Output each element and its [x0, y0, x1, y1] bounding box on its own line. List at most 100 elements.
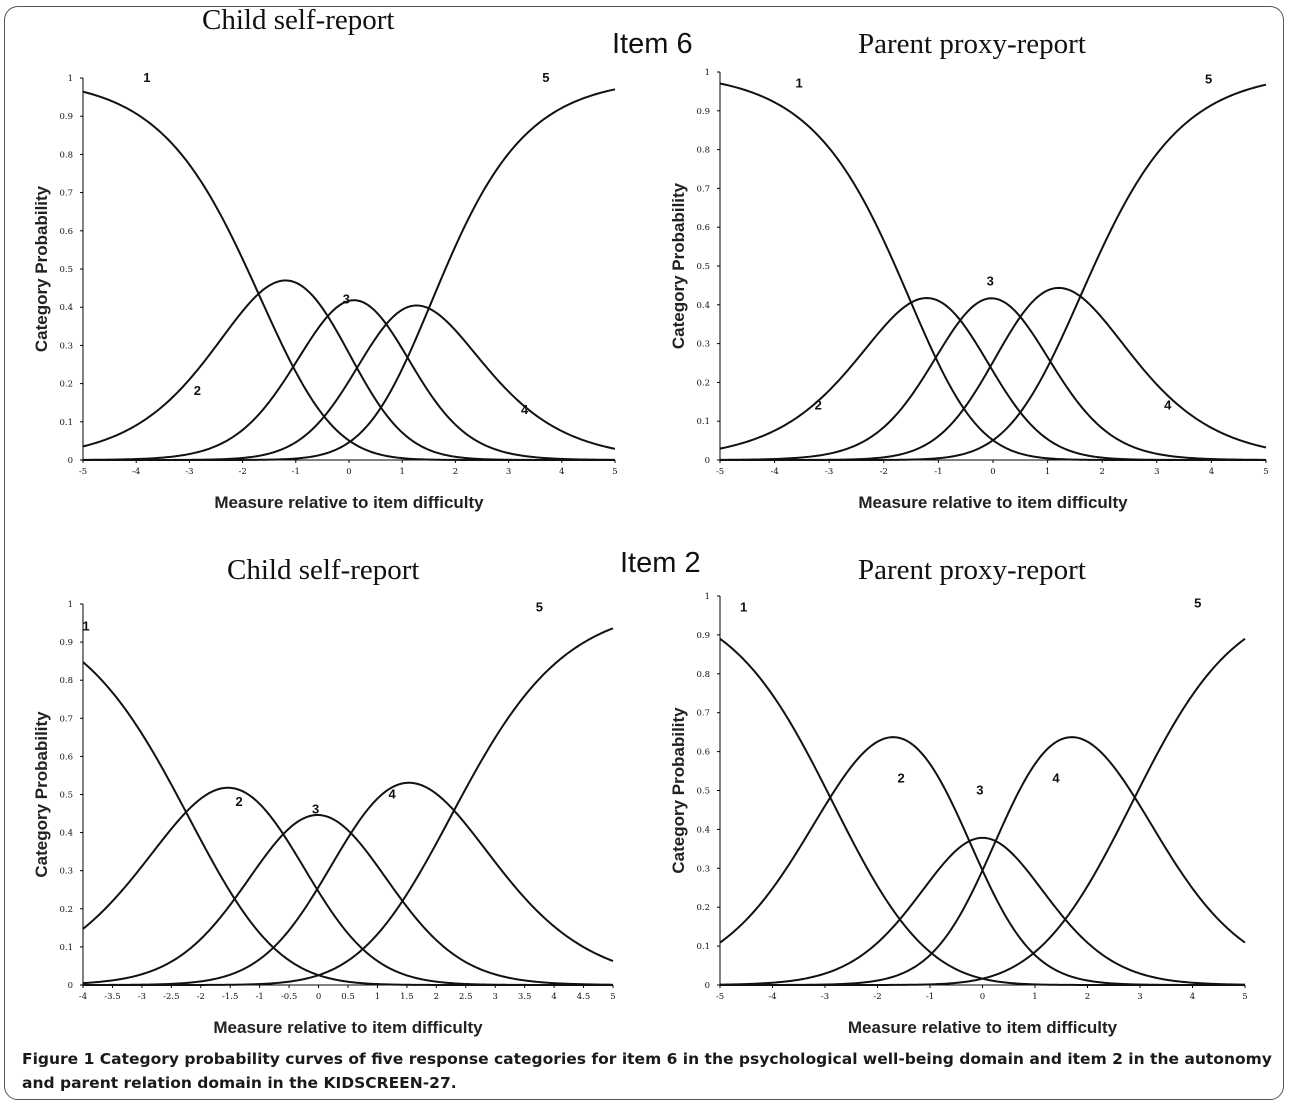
x-tick-label: 4.5 [577, 992, 591, 1002]
x-tick-label: 3 [1137, 992, 1142, 1002]
figure-caption: Figure 1 Category probability curves of … [22, 1047, 1272, 1095]
curve-label-1: 1 [796, 76, 803, 91]
curve-label-3: 3 [987, 273, 994, 288]
row-2-label: Item 2 [620, 547, 701, 579]
curve-category-1 [719, 637, 1245, 986]
x-tick-label: 1 [375, 992, 380, 1002]
curve-label-2: 2 [194, 383, 201, 398]
y-tick-label: 0.5 [59, 265, 73, 275]
x-axis-label-4: Measure relative to item difficulty [848, 1018, 1118, 1037]
x-tick-label: -4 [770, 467, 778, 477]
y-tick-label: 0.3 [696, 864, 710, 874]
x-tick-label: -3 [185, 467, 193, 477]
y-tick-label: 0.8 [696, 670, 710, 680]
x-tick-label: 3.5 [518, 992, 532, 1002]
x-tick-label: -4 [79, 992, 87, 1002]
x-tick-label: -5 [716, 992, 724, 1002]
y-tick-label: 0.4 [59, 829, 73, 839]
x-tick-label: -5 [79, 467, 87, 477]
y-tick-label: 1 [68, 74, 73, 84]
curve-category-5 [720, 83, 1267, 461]
y-tick-label: 0.9 [696, 631, 710, 641]
y-tick-label: 0.7 [59, 189, 73, 199]
x-tick-label: -4 [132, 467, 140, 477]
y-tick-label: 0.4 [59, 303, 73, 313]
y-tick-label: 0.9 [696, 107, 710, 117]
y-tick-label: 0.2 [696, 903, 710, 913]
y-tick-label: 0 [68, 981, 73, 991]
curve-label-5: 5 [536, 600, 543, 615]
y-tick-label: 0.8 [696, 146, 710, 156]
y-tick-label: 0.2 [59, 380, 73, 390]
curve-category-5 [83, 88, 616, 461]
x-tick-label: 0 [316, 992, 321, 1002]
y-tick-label: 1 [68, 600, 73, 610]
y-tick-label: 0 [68, 456, 73, 466]
curve-label-1: 1 [740, 600, 747, 615]
curve-category-3 [82, 299, 616, 461]
x-tick-label: -1 [292, 467, 300, 477]
y-tick-label: 0.2 [59, 905, 73, 915]
curve-category-3 [82, 814, 614, 986]
x-tick-label: -1.5 [222, 992, 238, 1002]
x-tick-label: 2 [1099, 467, 1104, 477]
panel-4-title: Parent proxy-report [858, 554, 1086, 586]
curve-category-4 [720, 736, 1246, 986]
figure-frame [4, 6, 1284, 1100]
x-tick-label: 4 [559, 467, 564, 477]
y-tick-label: 0.6 [59, 227, 73, 237]
x-tick-label: 1 [1032, 992, 1037, 1002]
curve-label-1: 1 [82, 619, 89, 634]
x-tick-label: -2 [880, 467, 888, 477]
curve-category-2 [719, 736, 1245, 986]
x-tick-label: 5 [610, 992, 615, 1002]
x-tick-label: 0 [346, 467, 351, 477]
curve-category-2 [82, 279, 615, 461]
x-tick-label: 1.5 [400, 992, 414, 1002]
x-tick-label: 3 [493, 992, 498, 1002]
x-tick-label: 4 [551, 992, 556, 1002]
x-tick-label: 0 [980, 992, 985, 1002]
x-tick-label: -2 [197, 992, 205, 1002]
x-tick-label: -3 [825, 467, 833, 477]
x-tick-label: -2 [238, 467, 246, 477]
x-axis-label-3: Measure relative to item difficulty [213, 1018, 483, 1037]
y-tick-label: 0.1 [696, 942, 710, 952]
y-tick-label: 0.6 [59, 752, 73, 762]
x-tick-label: 0.5 [341, 992, 355, 1002]
curve-label-5: 5 [1205, 72, 1212, 87]
y-tick-label: 0.3 [59, 867, 73, 877]
curve-label-5: 5 [1194, 596, 1201, 611]
x-tick-label: -3 [821, 992, 829, 1002]
x-tick-label: -2 [873, 992, 881, 1002]
x-tick-label: 2 [434, 992, 439, 1002]
y-tick-label: 1 [705, 592, 710, 602]
panel-3-title: Child self-report [227, 554, 420, 586]
y-tick-label: 0.7 [59, 714, 73, 724]
curve-label-2: 2 [898, 771, 905, 786]
y-tick-label: 0.6 [696, 748, 710, 758]
y-tick-label: 0.5 [59, 791, 73, 801]
y-tick-label: 1 [705, 68, 710, 78]
x-tick-label: 3 [1154, 467, 1159, 477]
curve-category-5 [83, 627, 614, 986]
x-tick-label: 2 [1085, 992, 1090, 1002]
y-tick-label: 0.1 [59, 943, 73, 953]
y-tick-label: 0.3 [696, 340, 710, 350]
y-tick-label: 0.9 [59, 638, 73, 648]
x-tick-label: -0.5 [281, 992, 297, 1002]
y-axis-label-2: Category Probability [669, 182, 688, 349]
curve-label-5: 5 [542, 70, 549, 85]
curve-category-3 [719, 836, 1246, 986]
x-tick-label: 3 [506, 467, 511, 477]
y-axis-label-3: Category Probability [32, 711, 51, 878]
curve-label-4: 4 [1052, 771, 1060, 786]
curve-label-3: 3 [343, 291, 350, 306]
x-axis-label-1: Measure relative to item difficulty [214, 493, 484, 512]
curve-category-3 [719, 297, 1267, 461]
curve-category-2 [719, 297, 1266, 461]
curve-category-2 [82, 786, 613, 986]
